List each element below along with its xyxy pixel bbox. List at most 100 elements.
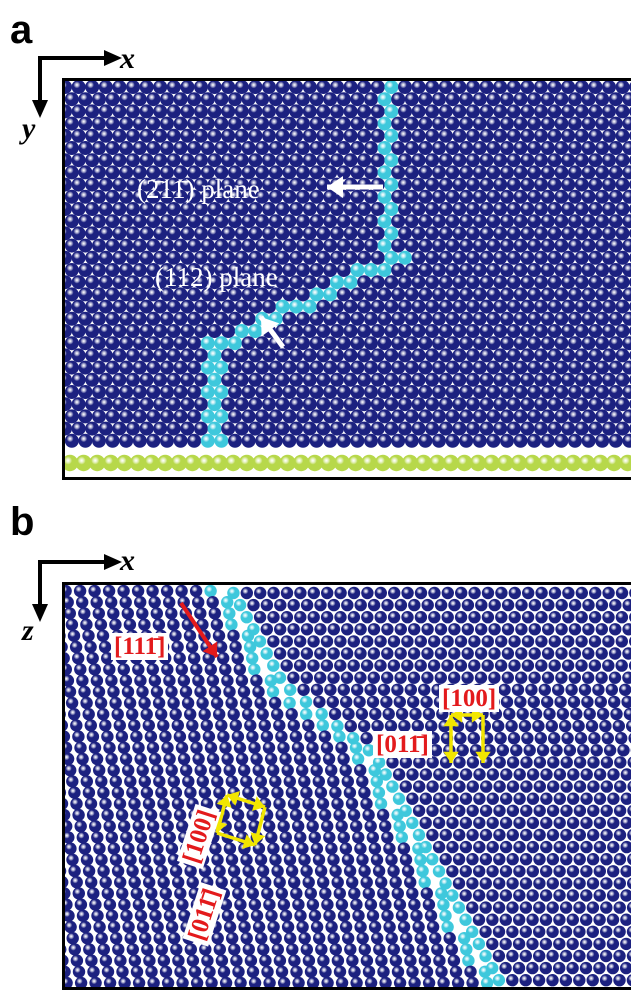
atom xyxy=(527,287,541,301)
atom xyxy=(532,720,544,732)
atom xyxy=(575,226,589,240)
atom xyxy=(520,926,532,938)
atom xyxy=(71,954,83,966)
atom xyxy=(153,854,165,866)
atom xyxy=(143,719,155,731)
atom xyxy=(475,647,487,659)
atom xyxy=(303,876,315,888)
atom xyxy=(371,251,385,265)
atom xyxy=(446,214,460,228)
atom xyxy=(581,696,593,708)
atom xyxy=(167,202,181,216)
atom xyxy=(392,966,404,978)
boundary-atom xyxy=(378,165,392,179)
atom xyxy=(540,768,552,780)
boundary-atom xyxy=(300,696,312,708)
atom xyxy=(555,623,567,635)
atom xyxy=(159,730,171,742)
atom xyxy=(466,104,480,118)
atom xyxy=(432,263,446,277)
atom xyxy=(622,141,631,155)
atom xyxy=(274,954,286,966)
atom xyxy=(595,92,609,106)
atom xyxy=(127,943,139,955)
atom xyxy=(140,226,154,240)
atom xyxy=(587,756,599,768)
atom xyxy=(520,178,534,192)
atom xyxy=(466,853,478,865)
atom xyxy=(146,312,160,326)
atom xyxy=(420,696,432,708)
atom xyxy=(146,385,160,399)
atom xyxy=(371,81,385,94)
atom xyxy=(81,775,93,787)
atom xyxy=(221,104,235,118)
atom xyxy=(621,768,631,780)
atom xyxy=(614,877,626,889)
atom xyxy=(452,422,466,436)
atom xyxy=(253,764,265,776)
atom xyxy=(274,599,286,611)
atom xyxy=(184,708,196,720)
atom xyxy=(334,887,346,899)
atom xyxy=(547,853,559,865)
atom xyxy=(527,190,541,204)
atom xyxy=(364,287,378,301)
atom xyxy=(282,921,294,933)
atom xyxy=(480,300,494,314)
atom xyxy=(104,820,116,832)
atom xyxy=(425,422,439,436)
atom xyxy=(404,876,416,888)
atom xyxy=(117,585,129,597)
atom xyxy=(247,887,259,899)
atom xyxy=(360,798,372,810)
atom xyxy=(514,434,528,448)
atom xyxy=(541,92,555,106)
atom xyxy=(126,275,140,289)
atom xyxy=(500,865,512,877)
atom xyxy=(378,287,392,301)
atom xyxy=(520,226,534,240)
atom xyxy=(167,153,181,167)
atom xyxy=(622,312,631,326)
boundary-atom xyxy=(350,263,364,277)
atom xyxy=(459,92,473,106)
atom xyxy=(65,798,68,810)
atom xyxy=(72,324,86,338)
atom xyxy=(371,854,383,866)
atom xyxy=(184,786,196,798)
atom xyxy=(446,92,460,106)
atom xyxy=(502,672,514,684)
atom xyxy=(616,324,630,338)
atom xyxy=(595,696,607,708)
atom xyxy=(622,409,631,423)
atom xyxy=(85,373,99,387)
atom xyxy=(87,730,99,742)
atom xyxy=(75,977,87,987)
atom xyxy=(534,178,548,192)
atom xyxy=(530,708,542,720)
atom xyxy=(106,434,120,448)
atom xyxy=(290,809,302,821)
atom xyxy=(221,753,233,765)
boundary-atom xyxy=(473,938,485,950)
atom xyxy=(542,672,554,684)
atom xyxy=(466,300,480,314)
atom xyxy=(235,202,249,216)
atom xyxy=(288,876,300,888)
boundary-atom xyxy=(303,300,317,314)
atom xyxy=(153,104,167,118)
atom xyxy=(480,81,494,94)
atom xyxy=(548,81,562,94)
atom xyxy=(301,647,313,659)
atom xyxy=(235,104,249,118)
atom xyxy=(626,720,631,732)
atom xyxy=(344,865,356,877)
atom xyxy=(310,409,324,423)
atom xyxy=(310,361,324,375)
atom xyxy=(99,324,113,338)
atom xyxy=(341,672,353,684)
atom xyxy=(493,300,507,314)
atom xyxy=(78,434,92,448)
atom xyxy=(153,226,167,240)
